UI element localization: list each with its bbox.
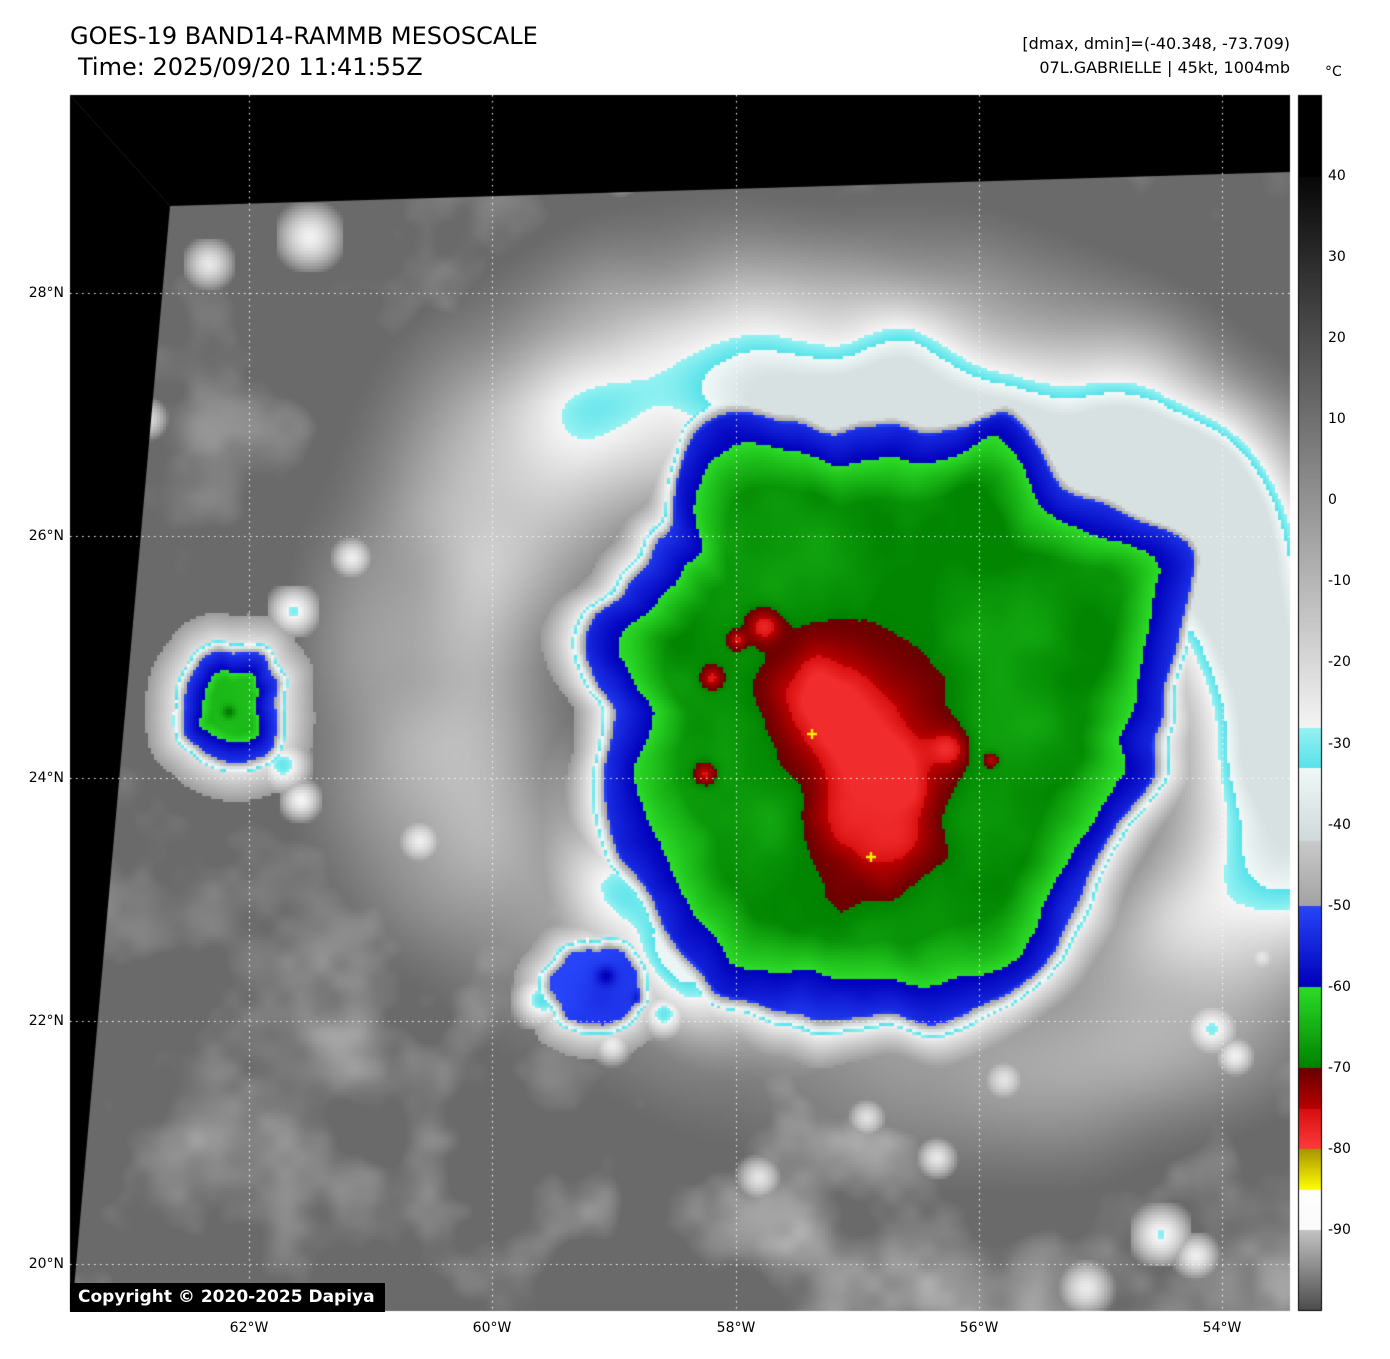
lon-tick-label: 62°W bbox=[229, 1320, 269, 1336]
lat-tick-label: 28°N bbox=[28, 285, 64, 301]
colorbar-tick-label: -80 bbox=[1328, 1140, 1351, 1157]
colorbar-tick-label: 40 bbox=[1328, 168, 1346, 185]
colorbar-tick-label: -70 bbox=[1328, 1059, 1351, 1076]
colorbar-tick-label: -30 bbox=[1328, 735, 1351, 752]
colorbar-tick-label: -40 bbox=[1328, 816, 1351, 833]
lon-tick-label: 58°W bbox=[716, 1320, 756, 1336]
colorbar-tick-label: 0 bbox=[1328, 492, 1337, 509]
lon-tick-label: 60°W bbox=[472, 1320, 512, 1336]
copyright-badge: Copyright © 2020-2025 Dapiya bbox=[70, 1283, 385, 1312]
lon-tick-label: 54°W bbox=[1202, 1320, 1242, 1336]
colorbar-tick-label: -20 bbox=[1328, 654, 1351, 671]
colorbar-tick-label: -10 bbox=[1328, 573, 1351, 590]
colorbar-tick-label: -60 bbox=[1328, 978, 1351, 995]
dmax-dmin-readout: [dmax, dmin]=(-40.348, -73.709) bbox=[1022, 34, 1290, 53]
colorbar-unit-label: °C bbox=[1325, 64, 1342, 80]
colorbar-tick-label: -90 bbox=[1328, 1221, 1351, 1238]
lat-tick-label: 22°N bbox=[28, 1013, 64, 1029]
lon-tick-label: 56°W bbox=[959, 1320, 999, 1336]
product-title: GOES-19 BAND14-RAMMB MESOSCALE bbox=[70, 22, 538, 50]
colorbar-tick-label: 30 bbox=[1328, 249, 1346, 266]
lat-tick-label: 24°N bbox=[28, 770, 64, 786]
colorbar-tick-label: 10 bbox=[1328, 411, 1346, 428]
colorbar-tick-label: 20 bbox=[1328, 330, 1346, 347]
storm-info-label: 07L.GABRIELLE | 45kt, 1004mb bbox=[1039, 58, 1290, 77]
timestamp: Time: 2025/09/20 11:41:55Z bbox=[78, 53, 423, 81]
colorbar-tick-label: -50 bbox=[1328, 897, 1351, 914]
lat-tick-label: 26°N bbox=[28, 528, 64, 544]
lat-tick-label: 20°N bbox=[28, 1256, 64, 1272]
